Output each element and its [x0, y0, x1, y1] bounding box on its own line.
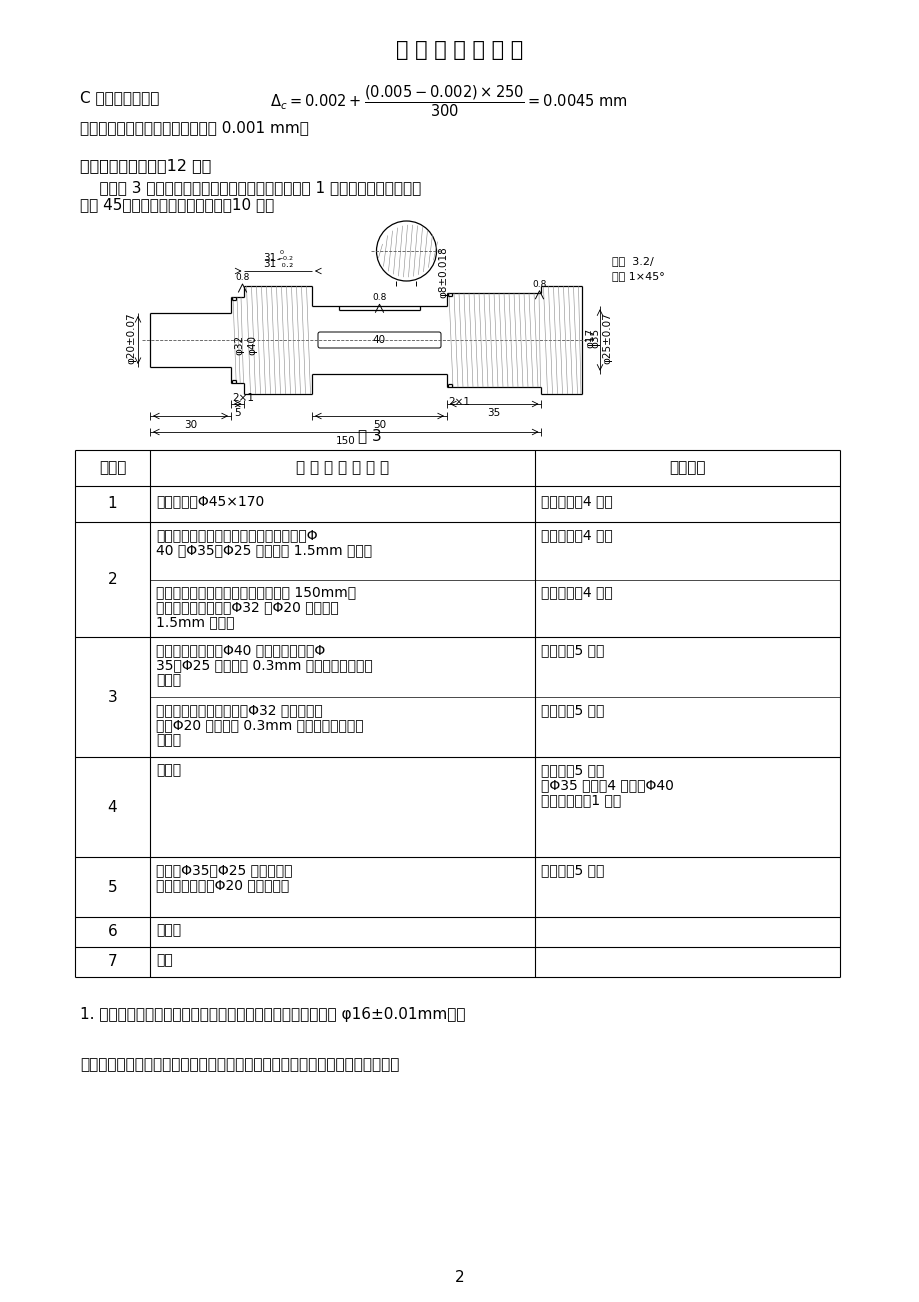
Text: 夹左端，车右端面，打中心孔；粗车右端Φ: 夹左端，车右端面，打中心孔；粗车右端Φ	[156, 529, 317, 542]
Text: 外圆表面（4 点）: 外圆表面（4 点）	[540, 529, 612, 542]
Text: φ25±0.07: φ25±0.07	[601, 312, 611, 363]
Text: 2×1: 2×1	[448, 397, 470, 408]
Text: 一 寸 光 阴 不 可 轻: 一 寸 光 阴 不 可 轻	[396, 40, 523, 60]
Text: 料为 45，毛坏为棒料，生产批量：10 件。: 料为 45，毛坏为棒料，生产批量：10 件。	[80, 197, 274, 212]
Text: 5: 5	[108, 879, 118, 894]
Text: 外圆右端面（1 点）: 外圆右端面（1 点）	[540, 793, 620, 807]
Text: 七、编制工艺规程（12 分）: 七、编制工艺规程（12 分）	[80, 158, 211, 173]
Text: 顶尖孔（5 点）: 顶尖孔（5 点）	[540, 703, 604, 717]
Text: 7: 7	[108, 954, 118, 970]
Text: 倒角。: 倒角。	[156, 673, 181, 687]
FancyBboxPatch shape	[318, 332, 440, 348]
Text: 精车Φ20 外圆，留 0.3mm 磨量；切退刀槽，: 精车Φ20 外圆，留 0.3mm 磨量；切退刀槽，	[156, 717, 363, 732]
Text: 6: 6	[108, 924, 118, 940]
Text: 外圆表面（4 点）: 外圆表面（4 点）	[540, 493, 612, 508]
Text: φ8±0.018: φ8±0.018	[438, 246, 448, 298]
Text: 50: 50	[372, 421, 386, 430]
Text: 调头，夹右端，车左端面，保证全长 150mm，: 调头，夹右端，车左端面，保证全长 150mm，	[156, 586, 356, 599]
Text: 1. 在甲、乙两台机床上加工同一种销轴，销轴外径尺寸要求为 φ16±0.01mm。加: 1. 在甲、乙两台机床上加工同一种销轴，销轴外径尺寸要求为 φ16±0.01mm…	[80, 1006, 465, 1022]
Text: 0.8: 0.8	[372, 293, 386, 302]
Text: 2: 2	[455, 1269, 464, 1285]
Text: 去毛刺: 去毛刺	[156, 923, 181, 937]
Text: 顶尖孔（5 点）: 顶尖孔（5 点）	[540, 643, 604, 658]
Text: 调头，磨另一端Φ20 外圆，成。: 调头，磨另一端Φ20 外圆，成。	[156, 878, 289, 892]
Text: 5: 5	[234, 408, 241, 418]
Text: 倒角 1×45°: 倒角 1×45°	[611, 271, 664, 281]
Text: 0.8: 0.8	[532, 280, 546, 289]
Text: 外圆表面（4 点）: 外圆表面（4 点）	[540, 586, 612, 599]
Text: 其余  3.2/: 其余 3.2/	[611, 256, 653, 266]
Text: 3: 3	[108, 690, 118, 704]
Text: 顶尖孔（5 点）: 顶尖孔（5 点）	[540, 863, 604, 878]
Text: $^{\ 0}_{-0.2}$: $^{\ 0}_{-0.2}$	[277, 249, 293, 263]
Text: 連键槽: 連键槽	[156, 763, 181, 777]
Text: 加工后，零件成锥形，锥度误差为 0.001 mm。: 加工后，零件成锥形，锥度误差为 0.001 mm。	[80, 120, 309, 135]
Text: 定位基准: 定位基准	[668, 461, 705, 475]
Text: φ32: φ32	[233, 335, 244, 355]
Text: φ35: φ35	[589, 328, 599, 348]
Text: 2: 2	[108, 572, 118, 587]
Text: φ40: φ40	[247, 335, 257, 355]
Text: 35: 35	[487, 408, 500, 418]
Text: 磨一端Φ35、Φ25 外圆，成；: 磨一端Φ35、Φ25 外圆，成；	[156, 863, 292, 878]
Text: 工 序 名 称 及 内 容: 工 序 名 称 及 内 容	[296, 461, 389, 475]
Text: 或Φ35 外圆（4 点）＋Φ40: 或Φ35 外圆（4 点）＋Φ40	[540, 779, 673, 792]
Text: 工后检验发现两台机床加工的销轴，其外径尺寸均接近正态分布，平均値分别为: 工后检验发现两台机床加工的销轴，其外径尺寸均接近正态分布，平均値分别为	[80, 1057, 399, 1072]
Text: 30: 30	[184, 421, 197, 430]
Text: 调头，顶尖定位，半精车Φ32 外圆，成；: 调头，顶尖定位，半精车Φ32 外圆，成；	[156, 703, 323, 717]
Text: 31: 31	[263, 253, 276, 263]
Text: φ17: φ17	[584, 328, 595, 348]
Text: 40: 40	[372, 335, 386, 345]
Text: 检验: 检验	[156, 953, 173, 967]
Text: 下料，棒料Φ45×170: 下料，棒料Φ45×170	[156, 493, 264, 508]
Text: 打中心孔；粗车左端Φ32 、Φ20 外圆，留: 打中心孔；粗车左端Φ32 、Φ20 外圆，留	[156, 600, 338, 615]
Text: 顶尖定位，半精车Φ40 外圆，成；精车Φ: 顶尖定位，半精车Φ40 外圆，成；精车Φ	[156, 643, 325, 658]
Text: 1: 1	[108, 496, 118, 512]
Text: C 点处的位移量：: C 点处的位移量：	[80, 90, 159, 105]
Text: 35、Φ25 外圆，留 0.3mm 磨量；切退刀槽，: 35、Φ25 外圆，留 0.3mm 磨量；切退刀槽，	[156, 658, 372, 672]
Text: 0.8: 0.8	[235, 273, 249, 283]
Text: 2×1: 2×1	[232, 393, 254, 404]
Text: 1.5mm 余量。: 1.5mm 余量。	[156, 616, 234, 629]
Text: $\mathit{\Delta}_c = 0.002 + \dfrac{(0.005-0.002)\times250}{300} = 0.0045\ \math: $\mathit{\Delta}_c = 0.002 + \dfrac{(0.0…	[269, 83, 628, 118]
Text: 4: 4	[108, 799, 118, 815]
Text: 150: 150	[335, 436, 356, 447]
Text: 倒角。: 倒角。	[156, 733, 181, 747]
Text: 工序号: 工序号	[98, 461, 126, 475]
Text: 编制题 3 所示阶梯轴零件的工艺规程，并填写在表 1 所示的表格中。零件材: 编制题 3 所示阶梯轴零件的工艺规程，并填写在表 1 所示的表格中。零件材	[80, 180, 421, 195]
Text: φ20±0.07: φ20±0.07	[126, 312, 136, 363]
Text: 顶尖孔（5 点）: 顶尖孔（5 点）	[540, 763, 604, 777]
Text: 40 、Φ35、Φ25 外圆，留 1.5mm 余量。: 40 、Φ35、Φ25 外圆，留 1.5mm 余量。	[156, 543, 371, 557]
Text: 图 3: 图 3	[357, 428, 381, 443]
Text: 31¯₀.₂: 31¯₀.₂	[263, 259, 293, 270]
